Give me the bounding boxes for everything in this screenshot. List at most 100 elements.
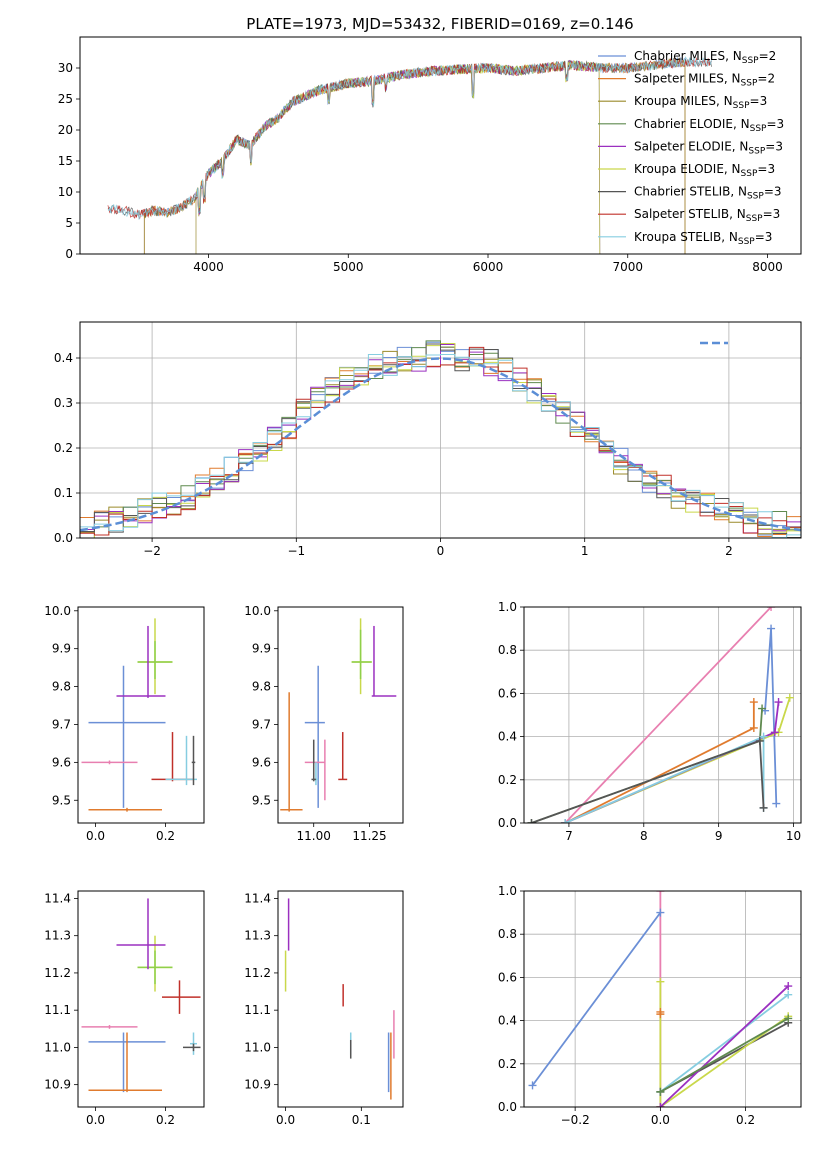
x-tick-label: 1 [581, 544, 589, 558]
x-tick-label: 8 [640, 829, 648, 843]
data-point [338, 732, 348, 781]
legend-label: Chabrier MILES, NSSP=2 [634, 49, 776, 66]
y-tick-label: 9.5 [252, 793, 271, 807]
series-marker [656, 891, 665, 895]
y-tick-label: 0.8 [498, 927, 517, 941]
x-tick-label: 0.2 [156, 829, 175, 843]
series-marker [784, 982, 793, 991]
data-point [280, 692, 303, 812]
data-point [81, 760, 138, 765]
y-tick-label: 0.6 [498, 686, 517, 700]
y-tick-label: 25 [58, 92, 73, 106]
series-marker [758, 704, 767, 713]
x-tick-label: 0.1 [352, 1113, 371, 1127]
series-marker [528, 1081, 537, 1090]
y-tick-label: 0.8 [498, 643, 517, 657]
legend-label: Kroupa ELODIE, NSSP=3 [634, 162, 775, 179]
series-marker [755, 736, 764, 745]
axes-frame [79, 321, 802, 539]
plot-area [80, 340, 801, 538]
weight-vs-age-panel: 7 8 9 10 0.0 0.2 0.4 0.6 0.8 1.0 [498, 600, 802, 843]
y-tick-label: 0.4 [498, 730, 517, 744]
axes-frame [523, 890, 802, 1108]
series-marker [656, 1103, 665, 1107]
mass-vs-ebv-panel: 0.0 0.1 10.9 11.0 11.1 11.2 11.3 11.4 [244, 890, 404, 1127]
data-point [137, 641, 173, 679]
legend-label: Salpeter ELODIE, NSSP=3 [634, 139, 783, 156]
series-marker [561, 819, 570, 823]
series-marker [656, 1010, 665, 1019]
y-tick-label: 0.4 [54, 351, 73, 365]
series-marker [770, 728, 779, 737]
data-point [304, 665, 325, 808]
y-tick-label: 0.0 [498, 1100, 517, 1114]
y-tick-label: 0.2 [498, 773, 517, 787]
spectrum-line [107, 56, 712, 220]
data-point [183, 1043, 201, 1052]
spectrum-series [107, 56, 712, 220]
axes-frame [277, 890, 404, 1108]
x-tick-label: 8000 [752, 260, 783, 274]
y-tick-label: 20 [58, 123, 73, 137]
x-tick-label: −1 [287, 544, 305, 558]
mass-vs-metallicity-panel: 0.0 0.2 10.9 11.0 11.1 11.2 11.3 11.4 [44, 890, 205, 1127]
axes-frame [77, 606, 205, 824]
y-tick-label: 10 [58, 185, 73, 199]
data-point [81, 1025, 138, 1029]
data-point [88, 1032, 162, 1093]
x-tick-label: 0.2 [736, 1113, 755, 1127]
y-tick-label: 10.9 [44, 1078, 71, 1092]
x-tick-label: 5000 [333, 260, 364, 274]
series-marker [774, 698, 783, 707]
data-point [116, 898, 166, 970]
y-tick-label: 9.8 [52, 680, 71, 694]
y-tick-label: 11.2 [44, 966, 71, 980]
series-marker [767, 624, 776, 633]
data-point [116, 625, 166, 698]
y-tick-label: 5 [65, 216, 73, 230]
x-tick-label: 6000 [473, 260, 504, 274]
residuals-panel: −2 −1 0 1 2 0.0 0.1 0.2 0.3 0.4 [54, 321, 802, 558]
y-tick-label: 1.0 [498, 600, 517, 614]
series-line [659, 993, 789, 1093]
y-tick-label: 11.1 [44, 1003, 71, 1017]
y-tick-label: 11.1 [244, 1003, 271, 1017]
x-tick-label: 9 [715, 829, 723, 843]
y-tick-label: 1.0 [498, 884, 517, 898]
plot-area [81, 898, 201, 1093]
plot-area [107, 56, 712, 254]
x-tick-label: 4000 [193, 260, 224, 274]
legend-label: Salpeter MILES, NSSP=2 [634, 72, 775, 89]
series-marker [772, 799, 781, 808]
y-tick-label: 9.7 [252, 717, 271, 731]
spectrum-title: PLATE=1973, MJD=53432, FIBERID=0169, z=0… [246, 15, 633, 33]
axes-frame [77, 890, 205, 1108]
x-tick-label: 0.0 [651, 1113, 670, 1127]
plot-area [280, 618, 397, 812]
y-tick-label: 11.3 [44, 929, 71, 943]
series-marker [767, 607, 776, 611]
plot-area [528, 891, 793, 1107]
y-tick-label: 9.9 [252, 642, 271, 656]
series-line [659, 1017, 789, 1093]
y-tick-label: 11.0 [244, 1040, 271, 1054]
spectrum-legend: Chabrier MILES, NSSP=2 Salpeter MILES, NS… [598, 49, 784, 247]
data-point [88, 807, 162, 812]
y-tick-label: 9.7 [52, 717, 71, 731]
y-tick-label: 0.6 [498, 970, 517, 984]
y-tick-label: 0.1 [54, 486, 73, 500]
series-marker [656, 977, 665, 986]
y-tick-label: 9.8 [252, 680, 271, 694]
x-tick-label: 7 [565, 829, 573, 843]
y-tick-label: 0.0 [54, 531, 73, 545]
y-tick-label: 0.4 [498, 1014, 517, 1028]
y-tick-label: 11.4 [244, 891, 271, 905]
y-tick-label: 10.0 [244, 604, 271, 618]
y-tick-label: 0.3 [54, 396, 73, 410]
data-point [304, 739, 326, 801]
plot-area [284, 898, 395, 1100]
plot-area [527, 607, 794, 823]
y-tick-label: 9.9 [52, 642, 71, 656]
series-marker [784, 990, 793, 999]
